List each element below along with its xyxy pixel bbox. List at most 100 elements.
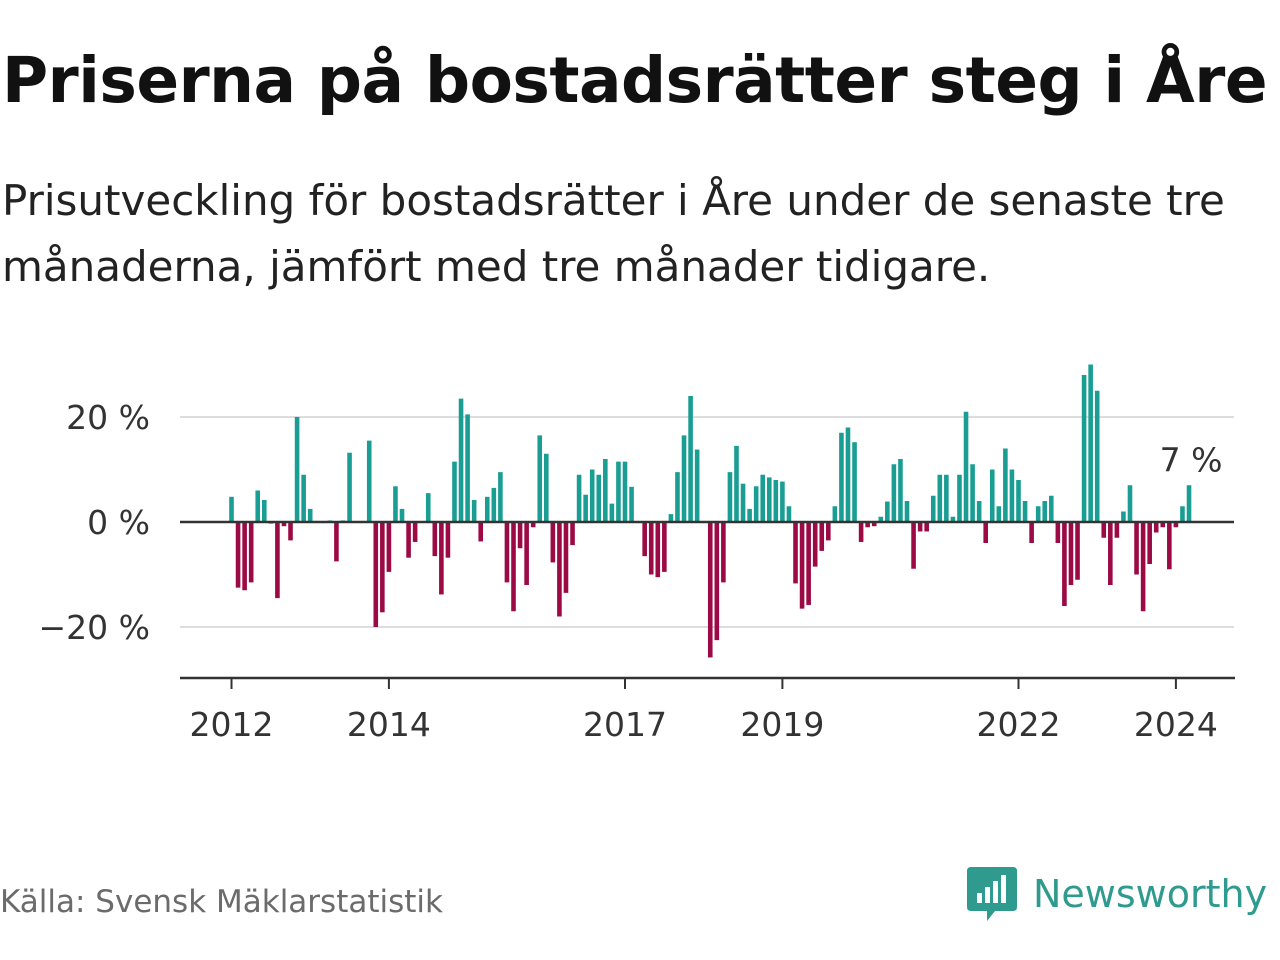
bar <box>530 522 536 528</box>
bar <box>793 522 798 584</box>
bar <box>832 506 838 522</box>
bar <box>675 472 680 523</box>
bar <box>432 522 438 557</box>
bar <box>576 474 582 522</box>
bar <box>917 522 923 532</box>
bar <box>261 499 267 522</box>
bar <box>445 522 451 558</box>
bar <box>1062 522 1067 606</box>
bar <box>478 522 484 542</box>
bar <box>1035 506 1041 522</box>
bar <box>1160 522 1166 528</box>
bar <box>1055 522 1061 543</box>
last-value-label: 7 % <box>1160 440 1223 479</box>
bar <box>1167 522 1172 570</box>
y-tick-label: −20 % <box>39 608 151 647</box>
bar <box>544 453 549 522</box>
bar <box>563 522 569 593</box>
bar <box>229 496 234 522</box>
bar <box>989 469 995 522</box>
bar <box>819 522 825 551</box>
bar <box>891 464 897 522</box>
bar <box>957 474 962 522</box>
bar <box>714 522 720 641</box>
bar <box>747 508 752 523</box>
bar <box>845 427 851 522</box>
bar <box>1075 522 1080 580</box>
bar <box>1127 485 1133 522</box>
bars <box>229 364 1192 658</box>
bar <box>498 472 503 523</box>
bar <box>898 459 903 522</box>
bar <box>688 396 693 522</box>
bar <box>248 522 254 583</box>
bar <box>852 442 857 522</box>
bar <box>878 516 884 522</box>
bar <box>380 522 385 613</box>
newsworthy-logo-icon <box>967 867 1017 921</box>
bar <box>301 474 306 522</box>
bar <box>963 411 969 522</box>
bar <box>622 461 628 523</box>
bar <box>1108 522 1113 585</box>
bar <box>294 417 300 522</box>
bar <box>393 486 398 522</box>
bar <box>1121 511 1126 522</box>
bar <box>235 522 241 588</box>
bar <box>570 522 575 546</box>
bar <box>944 474 949 522</box>
bar <box>386 522 392 572</box>
bar <box>366 440 372 523</box>
bar <box>950 516 956 522</box>
chart-title: Priserna på bostadsrätter steg i Åre <box>2 44 1268 117</box>
bar <box>727 472 733 523</box>
bar <box>865 522 870 528</box>
bar <box>1081 375 1087 522</box>
bar <box>1147 522 1152 564</box>
bar <box>885 501 890 522</box>
bar <box>970 464 975 522</box>
bar <box>1101 522 1107 538</box>
bar <box>511 522 516 612</box>
bar <box>681 435 687 523</box>
bar <box>1180 506 1185 522</box>
bar <box>275 522 280 599</box>
bar <box>740 483 746 522</box>
bar <box>596 474 602 522</box>
bar <box>707 522 713 658</box>
y-tick-label: 20 % <box>66 398 150 437</box>
chart-subtitle: Prisutveckling för bostadsrätter i Åre u… <box>2 176 1225 291</box>
bar <box>786 506 792 522</box>
bar <box>760 474 766 522</box>
bar <box>609 503 615 523</box>
bar <box>694 449 700 522</box>
bar <box>524 522 529 585</box>
x-tick-label: 2017 <box>583 705 667 740</box>
bar <box>648 522 654 575</box>
bar <box>1003 448 1008 522</box>
bar <box>799 522 805 609</box>
bar <box>766 477 772 523</box>
bar <box>504 522 510 583</box>
bar <box>406 522 411 558</box>
axes <box>180 520 1235 689</box>
bar <box>484 496 490 522</box>
bar <box>1088 364 1093 522</box>
bar <box>662 522 667 572</box>
bar <box>425 493 431 523</box>
bar <box>983 522 989 543</box>
bar <box>465 414 470 523</box>
bar <box>773 480 779 522</box>
bar <box>1068 522 1074 585</box>
newsworthy-brand[interactable]: Newsworthy <box>965 862 1267 926</box>
y-axis-labels: 20 % 0 % −20 % <box>39 398 151 647</box>
bar <box>616 461 621 523</box>
x-tick-label: 2012 <box>190 705 274 740</box>
bar <box>655 522 661 578</box>
bar <box>826 522 831 541</box>
bar-chart: 20 % 0 % −20 % 2012 2014 2017 2019 2022 2024 7 … <box>39 364 1235 740</box>
x-tick-label: 2019 <box>740 705 824 740</box>
bar <box>603 459 608 522</box>
bar <box>930 495 936 522</box>
bar <box>839 432 844 522</box>
